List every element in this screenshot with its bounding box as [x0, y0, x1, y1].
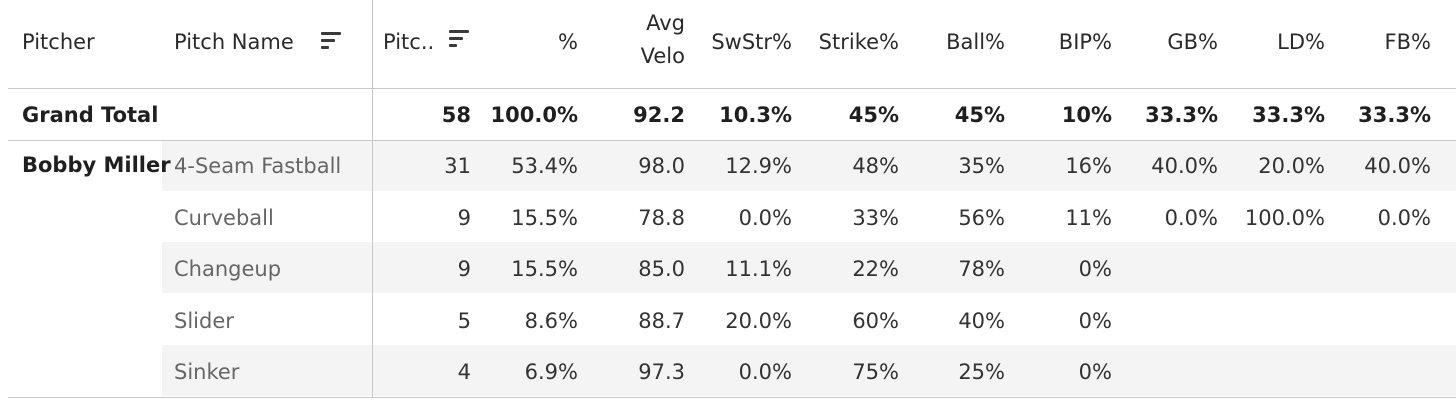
strike-value: 33% — [852, 206, 899, 230]
ld-value: 100.0% — [1244, 206, 1325, 230]
gb-value: 0.0% — [1164, 206, 1218, 230]
bip-value: 0% — [1078, 309, 1112, 333]
grand-total-pitches: 58 — [441, 103, 471, 127]
pitches-value: 5 — [457, 309, 471, 333]
header-column-divider — [372, 0, 373, 398]
avg-velo-value: 97.3 — [638, 360, 685, 384]
ball-value: 40% — [958, 309, 1005, 333]
pitches-value: 4 — [457, 360, 471, 384]
pitches-value: 9 — [457, 257, 471, 281]
pitcher-name: Bobby Miller — [22, 153, 171, 177]
bip-value: 0% — [1078, 257, 1112, 281]
pct-value: 6.9% — [524, 360, 578, 384]
grand-total-pct: 100.0% — [490, 103, 578, 127]
row-band — [162, 242, 1456, 293]
swstr-value: 0.0% — [738, 360, 792, 384]
row-band — [162, 345, 1456, 396]
grand-total-ld: 33.3% — [1252, 103, 1325, 127]
grand-total-bip: 10% — [1061, 103, 1112, 127]
header-gb[interactable]: GB% — [1167, 30, 1218, 54]
bip-value: 11% — [1065, 206, 1112, 230]
pitch-name: Sinker — [174, 360, 240, 384]
grand-total-label: Grand Total — [22, 103, 159, 127]
strike-value: 22% — [852, 257, 899, 281]
header-swstr[interactable]: SwStr% — [711, 30, 792, 54]
header-pitcher[interactable]: Pitcher — [22, 30, 95, 54]
bip-value: 0% — [1078, 360, 1112, 384]
header-fb[interactable]: FB% — [1384, 30, 1431, 54]
pct-value: 15.5% — [511, 257, 578, 281]
header-divider — [8, 88, 1456, 89]
grand-total-ball: 45% — [954, 103, 1005, 127]
row-band — [162, 140, 1456, 191]
pct-value: 8.6% — [524, 309, 578, 333]
swstr-value: 0.0% — [738, 206, 792, 230]
header-ld[interactable]: LD% — [1277, 30, 1325, 54]
ball-value: 78% — [958, 257, 1005, 281]
ball-value: 56% — [958, 206, 1005, 230]
pitch-name: 4-Seam Fastball — [174, 154, 342, 178]
avg-velo-value: 98.0 — [638, 154, 685, 178]
fb-value: 40.0% — [1364, 154, 1431, 178]
header-strike[interactable]: Strike% — [818, 30, 899, 54]
bip-value: 16% — [1065, 154, 1112, 178]
strike-value: 48% — [852, 154, 899, 178]
strike-value: 60% — [852, 309, 899, 333]
header-pitches[interactable]: Pitc.. — [383, 30, 435, 54]
header-pct[interactable]: % — [558, 30, 578, 54]
avg-velo-value: 78.8 — [638, 206, 685, 230]
total-divider — [8, 140, 1456, 141]
swstr-value: 20.0% — [725, 309, 792, 333]
pitch-name: Slider — [174, 309, 234, 333]
pitch-name: Curveball — [174, 206, 274, 230]
header-pitch-name[interactable]: Pitch Name — [174, 30, 294, 54]
swstr-value: 11.1% — [725, 257, 792, 281]
avg-velo-value: 88.7 — [638, 309, 685, 333]
pct-value: 15.5% — [511, 206, 578, 230]
table-bottom-border — [8, 397, 1456, 398]
gb-value: 40.0% — [1151, 154, 1218, 178]
avg-velo-value: 85.0 — [638, 257, 685, 281]
sort-descending-icon[interactable] — [321, 32, 343, 50]
ld-value: 20.0% — [1258, 154, 1325, 178]
pitch-name: Changeup — [174, 257, 282, 281]
swstr-value: 12.9% — [725, 154, 792, 178]
pitches-value: 31 — [444, 154, 471, 178]
pitches-value: 9 — [457, 206, 471, 230]
header-avg-velo-line2[interactable]: Velo — [640, 44, 685, 68]
fb-value: 0.0% — [1377, 206, 1431, 230]
grand-total-gb: 33.3% — [1145, 103, 1218, 127]
ball-value: 25% — [958, 360, 1005, 384]
header-bip[interactable]: BIP% — [1058, 30, 1112, 54]
ball-value: 35% — [958, 154, 1005, 178]
grand-total-fb: 33.3% — [1358, 103, 1431, 127]
pct-value: 53.4% — [511, 154, 578, 178]
grand-total-swstr: 10.3% — [719, 103, 792, 127]
sort-descending-icon[interactable] — [449, 30, 471, 48]
strike-value: 75% — [852, 360, 899, 384]
grand-total-avg-velo: 92.2 — [633, 103, 685, 127]
header-avg-velo-line1[interactable]: Avg — [646, 11, 685, 35]
grand-total-strike: 45% — [848, 103, 899, 127]
header-ball[interactable]: Ball% — [946, 30, 1005, 54]
